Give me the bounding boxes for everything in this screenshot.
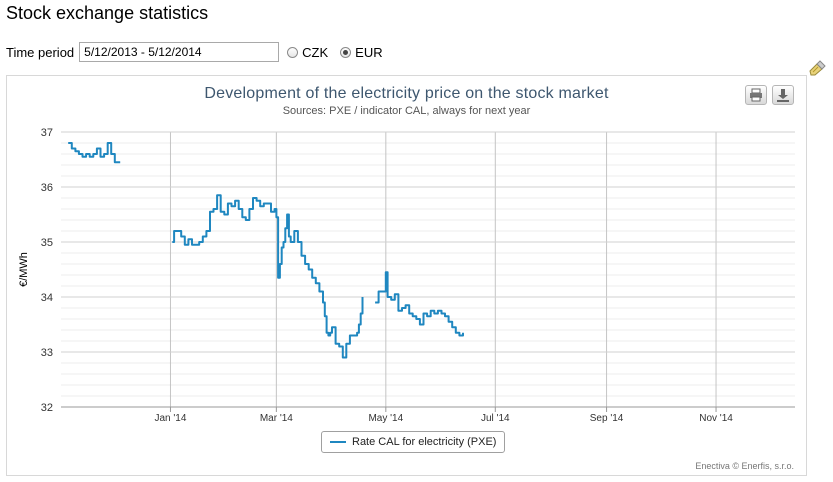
chart-subtitle: Sources: PXE / indicator CAL, always for… [282,105,531,117]
y-axis-ticks: 32 33 34 35 36 37 [41,127,53,414]
x-tick-label: Sep '14 [590,413,624,424]
print-button[interactable] [745,85,767,105]
chart-title: Development of the electricity price on … [204,85,609,102]
currency-label-eur[interactable]: EUR [355,44,383,60]
currency-label-czk[interactable]: CZK [302,44,329,60]
minor-gridlines [61,142,795,397]
y-tick-label: 35 [41,237,53,249]
y-tick-label: 36 [41,182,53,194]
x-tick-label: Nov '14 [699,413,733,424]
export-button[interactable] [772,85,794,105]
page-title: Stock exchange statistics [6,3,209,23]
series-group [68,142,464,359]
chart-legend[interactable]: Rate CAL for electricity (PXE) [321,431,506,453]
currency-radio-eur[interactable] [340,46,352,58]
x-tick-label: Mar '14 [260,413,293,424]
y-tick-label: 32 [41,402,53,414]
series-line-segment [68,142,121,164]
y-axis-label: €/MWh [18,252,30,287]
series-line-segment [172,194,364,359]
line-chart: 32 33 34 35 36 37 Jan '14 Mar '14 May '14 Jul '1… [18,127,795,424]
y-tick-label: 37 [41,127,53,139]
clear-brush-icon[interactable] [808,60,826,76]
chart-container: Development of the electricity price on … [6,75,807,476]
time-period-label: Time period [6,44,75,60]
x-tick-label: Jan '14 [155,413,187,424]
printer-icon [750,88,762,102]
horizontal-gridlines [61,131,795,408]
legend-swatch [330,441,346,443]
x-tick-label: Jul '14 [481,413,510,424]
x-tick-label: May '14 [368,413,403,424]
legend-label: Rate CAL for electricity (PXE) [352,436,497,448]
vertical-gridlines [169,132,717,412]
x-axis-ticks: Jan '14 Mar '14 May '14 Jul '14 Sep '14 Nov '… [155,413,734,424]
currency-radio-czk[interactable] [287,46,299,58]
chart-credits: Enectiva © Enerfis, s.r.o. [695,461,794,471]
y-tick-label: 33 [41,347,53,359]
y-tick-label: 34 [41,292,53,304]
time-period-input[interactable] [79,42,280,62]
series-line-segment [375,271,464,337]
download-icon [777,89,789,102]
filter-bar: Time period CZK EUR [6,41,393,63]
